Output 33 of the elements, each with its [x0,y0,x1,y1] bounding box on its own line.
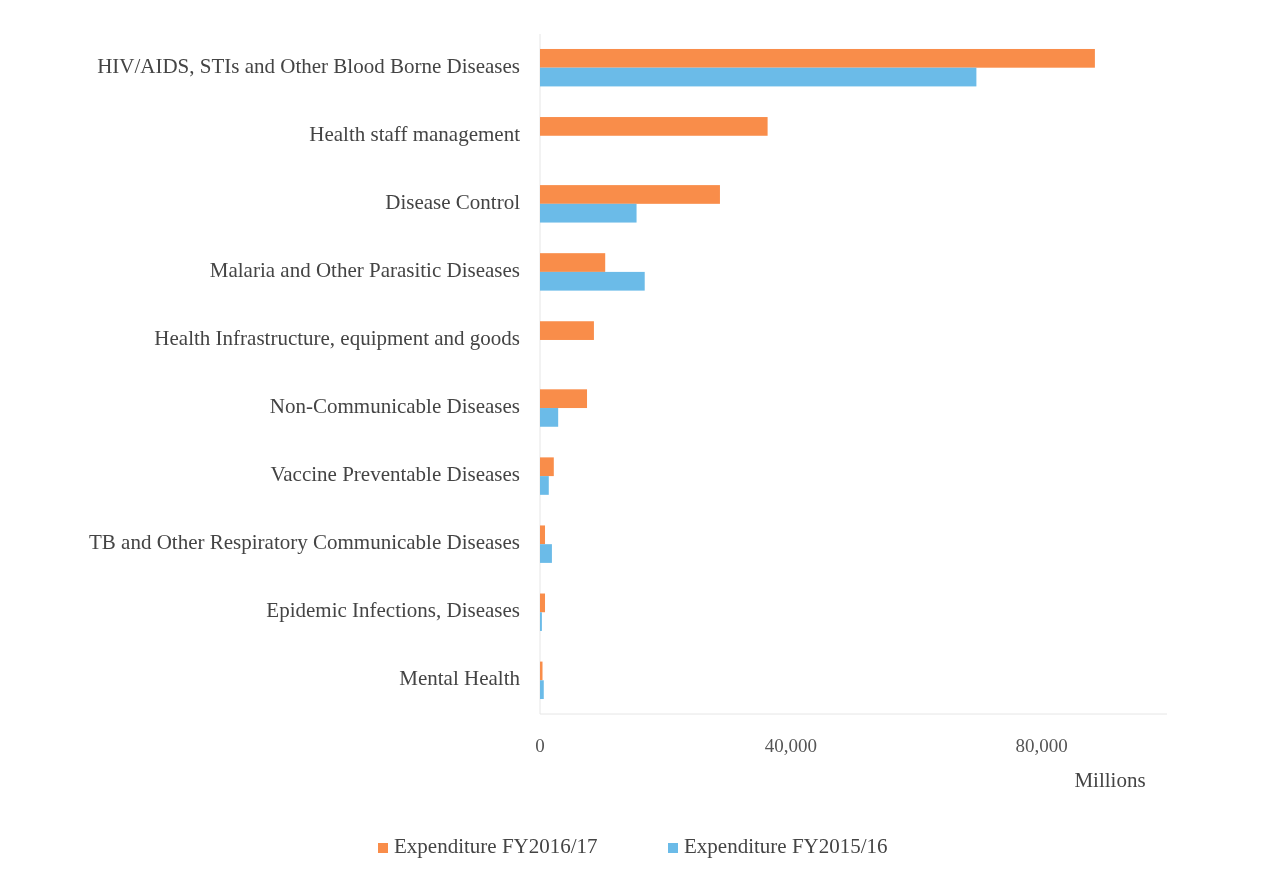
bar [540,389,588,409]
bar [540,117,768,136]
bar [540,321,594,340]
y-tick-label: Health staff management [309,121,521,146]
bar [540,525,546,545]
y-tick-label: Epidemic Infections, Diseases [266,598,520,623]
bar [540,253,606,272]
y-tick-label: Disease Control [385,189,521,214]
bar [540,67,977,87]
legend-label: Expenditure FY2016/17 [394,833,598,858]
y-tick-label: Mental Health [399,666,521,691]
bar [540,203,637,223]
bar [540,185,720,204]
bar [540,680,544,700]
y-tick-label: HIV/AIDS, STIs and Other Blood Borne Diseases [97,53,520,78]
x-axis-title: Millions [1074,768,1146,792]
y-tick-label: TB and Other Respiratory Communicable Diseases [89,529,520,554]
y-tick-label: Health Infrastructure, equipment and goods [154,325,520,350]
legend-label: Expenditure FY2015/16 [684,833,888,858]
y-tick-label: Malaria and Other Parasitic Diseases [209,257,520,282]
y-tick-label: Vaccine Preventable Diseases [270,461,520,486]
y-tick-label: Non-Communicable Diseases [269,393,520,418]
bar [540,544,552,563]
x-tick-label: 0 [535,735,545,756]
bar [540,593,546,613]
bar [540,48,1095,68]
bar [540,271,645,291]
bar [540,476,549,495]
x-tick-label: 80,000 [1015,735,1068,756]
bar [540,457,554,477]
x-tick-label: 40,000 [764,735,817,756]
bar [540,408,559,427]
bar [540,661,543,681]
